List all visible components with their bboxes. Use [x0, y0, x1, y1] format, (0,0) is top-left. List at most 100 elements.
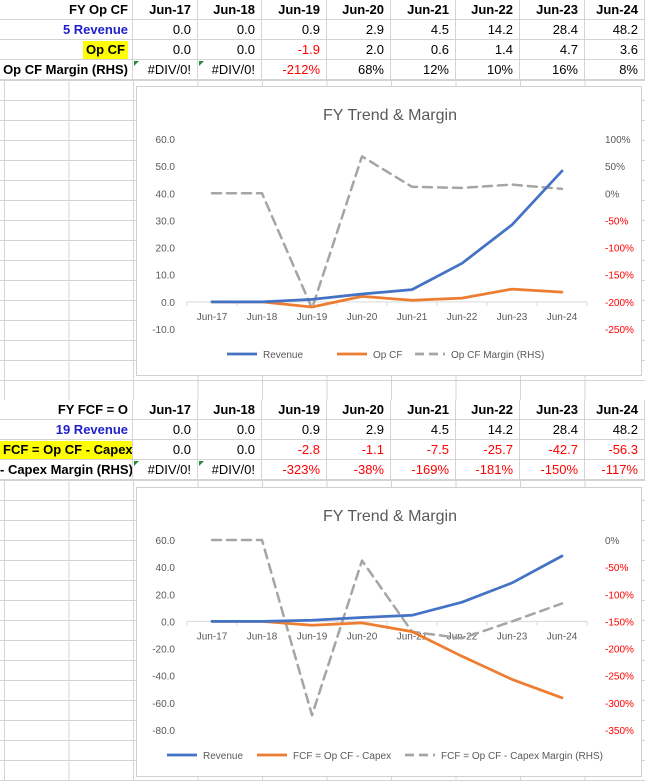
chart-1[interactable]: FY Trend & Margin 60.0 50.0 40.0 30.0 20.0 10.…: [136, 86, 642, 376]
table1-year[interactable]: Jun-20: [327, 0, 391, 20]
y2-tick-label: -200%: [605, 645, 634, 656]
table2-cell[interactable]: 0.0: [133, 440, 198, 460]
table2-cell[interactable]: -25.7: [456, 440, 520, 460]
table1-cell[interactable]: 0.6: [391, 40, 456, 60]
table1-cell[interactable]: 48.2: [585, 20, 645, 40]
table1-cell[interactable]: -1.9: [262, 40, 327, 60]
table1-year[interactable]: Jun-22: [456, 0, 520, 20]
y-tick-label: -10.0: [152, 325, 175, 336]
table1-cell[interactable]: 4.7: [520, 40, 585, 60]
table2-cell[interactable]: -181%: [456, 460, 520, 480]
table2-cell[interactable]: -56.3: [585, 440, 645, 460]
table2-year[interactable]: Jun-18: [198, 400, 262, 420]
table2-cell[interactable]: 0.9: [262, 420, 327, 440]
series-line[interactable]: [210, 169, 564, 304]
x-tick-label: Jun-21: [397, 631, 428, 642]
y-tick-label: 60.0: [156, 536, 176, 547]
x-tick-label: Jun-20: [347, 312, 378, 323]
table2-year[interactable]: Jun-24: [585, 400, 645, 420]
table1-cell[interactable]: 12%: [391, 60, 456, 80]
table2-cell[interactable]: -117%: [585, 460, 645, 480]
table1-cell[interactable]: 68%: [327, 60, 391, 80]
table2-cell[interactable]: 0.0: [198, 440, 262, 460]
x-tick-label: Jun-19: [297, 312, 328, 323]
y-tick-label: -80.0: [152, 726, 175, 737]
table1-cell[interactable]: #DIV/0!: [133, 60, 198, 80]
x-tick-label: Jun-18: [247, 631, 278, 642]
table1-year[interactable]: Jun-21: [391, 0, 456, 20]
series-line[interactable]: [210, 554, 564, 623]
chart-2[interactable]: FY Trend & Margin 60.0 40.0 20.0 0.0 -20.0 -40…: [136, 487, 642, 777]
table2-cell[interactable]: 0.0: [133, 420, 198, 440]
table2-cell[interactable]: -2.8: [262, 440, 327, 460]
table1-cell[interactable]: 0.9: [262, 20, 327, 40]
table2-margin-row: - Capex Margin (RHS) #DIV/0! #DIV/0! -32…: [0, 460, 645, 480]
table1-cell[interactable]: 0.0: [133, 40, 198, 60]
table2-title[interactable]: FY FCF = O: [0, 400, 133, 420]
table2-cell[interactable]: 4.5: [391, 420, 456, 440]
table2-cell[interactable]: -323%: [262, 460, 327, 480]
table2-year[interactable]: Jun-17: [133, 400, 198, 420]
table2-row-label-cell[interactable]: FCF = Op CF - Capex: [0, 440, 133, 460]
table2-header-row: FY FCF = O Jun-17 Jun-18 Jun-19 Jun-20 J…: [0, 400, 645, 420]
table1-year[interactable]: Jun-19: [262, 0, 327, 20]
y2-tick-label: -350%: [605, 726, 634, 737]
table2-cell[interactable]: #DIV/0!: [133, 460, 198, 480]
table1-cell[interactable]: 4.5: [391, 20, 456, 40]
table2-year[interactable]: Jun-19: [262, 400, 327, 420]
y2-tick-label: 0%: [605, 189, 620, 200]
y2-tick-label: 50%: [605, 162, 625, 173]
table1-cell[interactable]: #DIV/0!: [198, 60, 262, 80]
table1-cell[interactable]: 3.6: [585, 40, 645, 60]
table2-year[interactable]: Jun-20: [327, 400, 391, 420]
table2-row-label[interactable]: 19 Revenue: [0, 420, 133, 440]
table2-cell[interactable]: -7.5: [391, 440, 456, 460]
table1-title[interactable]: FY Op CF: [0, 0, 133, 20]
y-tick-label: -40.0: [152, 672, 175, 683]
table2-cell[interactable]: -42.7: [520, 440, 585, 460]
table2-cell[interactable]: 2.9: [327, 420, 391, 440]
table2-cell[interactable]: 48.2: [585, 420, 645, 440]
table1-year[interactable]: Jun-24: [585, 0, 645, 20]
table2-cell[interactable]: 0.0: [198, 420, 262, 440]
table1-cell[interactable]: 2.9: [327, 20, 391, 40]
table2-revenue-row: 19 Revenue 0.0 0.0 0.9 2.9 4.5 14.2 28.4…: [0, 420, 645, 440]
table2-row-label[interactable]: - Capex Margin (RHS): [0, 460, 133, 480]
y-tick-label: 0.0: [161, 298, 175, 309]
table1-row-label[interactable]: 5 Revenue: [0, 20, 133, 40]
table2-cell[interactable]: -150%: [520, 460, 585, 480]
table1-cell[interactable]: 2.0: [327, 40, 391, 60]
table1-cell[interactable]: 10%: [456, 60, 520, 80]
table1-cell[interactable]: 0.0: [198, 20, 262, 40]
table1-row-label[interactable]: Op CF Margin (RHS): [0, 60, 133, 80]
table2-year[interactable]: Jun-21: [391, 400, 456, 420]
legend-label: Revenue: [263, 350, 303, 361]
table1-cell[interactable]: 1.4: [456, 40, 520, 60]
table2-cell[interactable]: -38%: [327, 460, 391, 480]
table1-cell[interactable]: 8%: [585, 60, 645, 80]
table1-cell[interactable]: 14.2: [456, 20, 520, 40]
table1-year[interactable]: Jun-17: [133, 0, 198, 20]
table1-row-label-cell[interactable]: Op CF: [0, 40, 133, 60]
table2-year[interactable]: Jun-23: [520, 400, 585, 420]
table1-cell[interactable]: 16%: [520, 60, 585, 80]
table1-cell[interactable]: -212%: [262, 60, 327, 80]
table1-cell[interactable]: 0.0: [198, 40, 262, 60]
series-line[interactable]: [210, 538, 564, 717]
table1-year[interactable]: Jun-18: [198, 0, 262, 20]
table2-cell[interactable]: 14.2: [456, 420, 520, 440]
table2-cell[interactable]: -169%: [391, 460, 456, 480]
table2-cell[interactable]: 28.4: [520, 420, 585, 440]
series-line[interactable]: [210, 155, 564, 310]
x-tick-label: Jun-23: [497, 312, 528, 323]
table2-cell[interactable]: -1.1: [327, 440, 391, 460]
y2-tick-label: -250%: [605, 672, 634, 683]
table1-cell[interactable]: 0.0: [133, 20, 198, 40]
table2-cell[interactable]: #DIV/0!: [198, 460, 262, 480]
legend-label: FCF = Op CF - Capex: [293, 751, 391, 762]
error-indicator-icon: [199, 61, 204, 66]
table2-year[interactable]: Jun-22: [456, 400, 520, 420]
table1-year[interactable]: Jun-23: [520, 0, 585, 20]
y2-tick-label: 100%: [605, 135, 631, 146]
table1-cell[interactable]: 28.4: [520, 20, 585, 40]
